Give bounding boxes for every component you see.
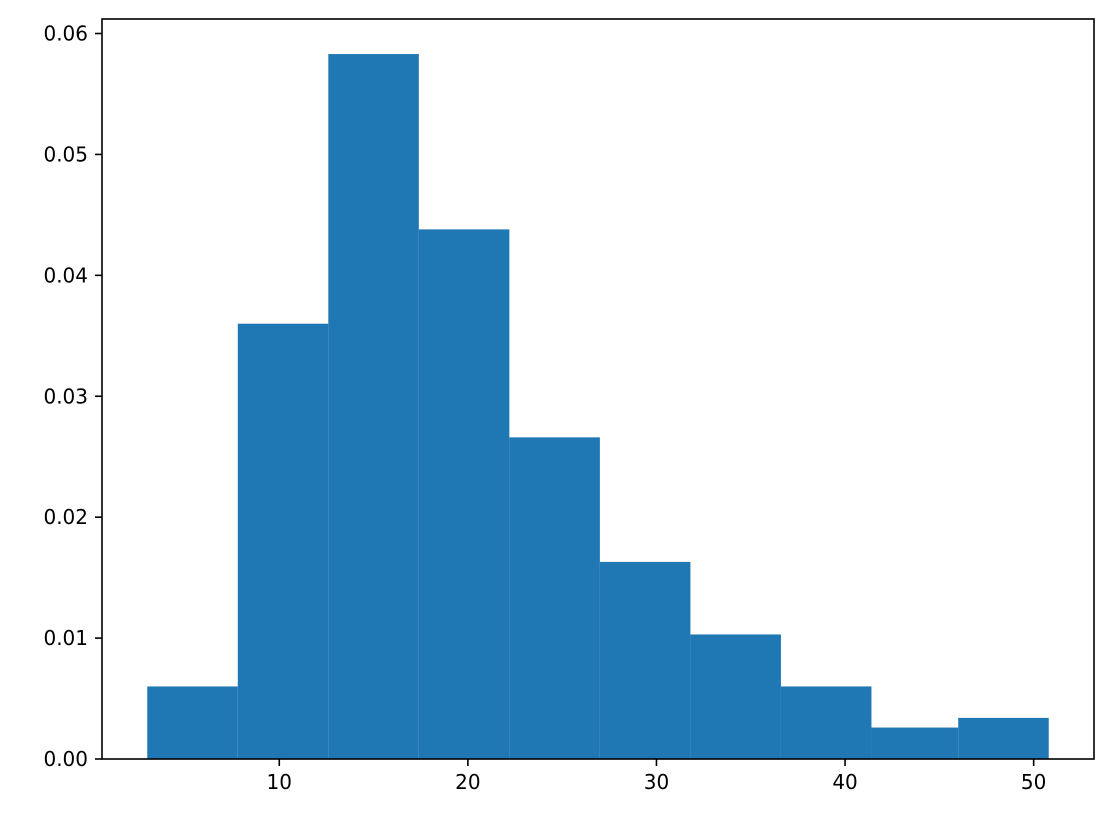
x-tick-label: 50 — [1021, 770, 1046, 794]
histogram-bar-10 — [958, 717, 1049, 759]
histogram-bar-7 — [690, 634, 781, 759]
histogram-bar-2 — [237, 323, 329, 759]
y-tick-label: 0.06 — [43, 22, 88, 46]
y-tick-label: 0.02 — [43, 505, 88, 529]
histogram-bar-3 — [328, 54, 419, 759]
histogram-bar-5 — [509, 437, 600, 759]
x-tick-label: 40 — [832, 770, 857, 794]
y-tick-label: 0.01 — [43, 626, 88, 650]
histogram-bar-9 — [871, 727, 959, 759]
y-tick-label: 0.04 — [43, 263, 88, 287]
x-axis: 10 20 30 40 50 — [267, 759, 1046, 794]
histogram-bar-1 — [147, 686, 238, 759]
y-tick-label: 0.03 — [43, 384, 88, 408]
y-tick-label: 0.00 — [43, 747, 88, 771]
x-tick-label: 30 — [644, 770, 669, 794]
y-axis: 0.00 0.01 0.02 0.03 0.04 0.05 0.06 — [43, 22, 102, 771]
histogram-bar-6 — [599, 561, 691, 759]
x-tick-label: 10 — [267, 770, 292, 794]
axes-frame — [101, 18, 1095, 760]
histogram-bars — [147, 54, 1049, 759]
histogram-bar-8 — [780, 686, 872, 759]
histogram-bar-4 — [418, 229, 510, 759]
x-tick-label: 20 — [455, 770, 480, 794]
y-tick-label: 0.05 — [43, 142, 88, 166]
